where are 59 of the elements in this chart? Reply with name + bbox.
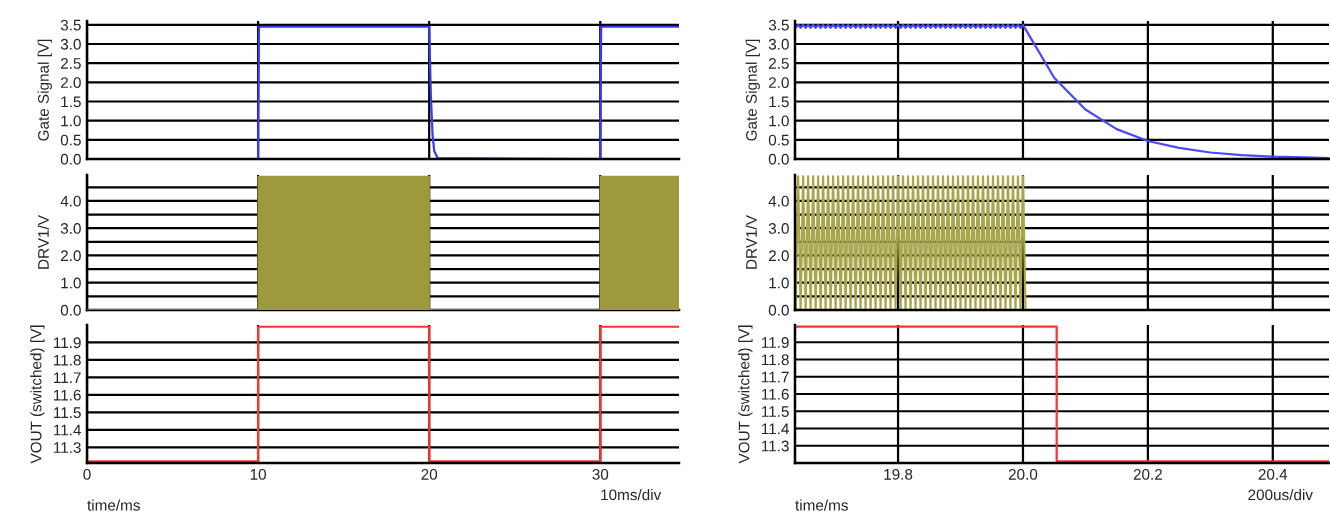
- x-tick-label: 20: [421, 468, 438, 480]
- y-tick-label: 11.8: [762, 354, 789, 366]
- y-tick-label: 0.0: [60, 153, 81, 165]
- y-axis-title: Gate Signal [V]: [37, 39, 52, 141]
- y-tick-label: 1.0: [61, 115, 81, 127]
- y-axis-title: DRV1/V: [745, 215, 757, 269]
- y-tick-label: 11.5: [762, 406, 789, 417]
- y-tick-label: 11.9: [762, 337, 789, 348]
- y-tick-label: 11.6: [762, 388, 789, 400]
- line-series: [795, 23, 1329, 159]
- y-tick-label: 3.0: [768, 38, 789, 50]
- text: 10ms/div: [601, 489, 662, 501]
- y-tick-label: 11.7: [54, 372, 81, 383]
- y-tick-label: 11.4: [54, 424, 81, 436]
- x-tick-label: 19.8: [884, 468, 913, 480]
- y-tick-label: 11.6: [54, 389, 81, 401]
- y-tick-label: 1.0: [769, 277, 789, 289]
- x-tick-label: 10: [250, 468, 266, 480]
- y-tick-label: 11.9: [54, 337, 81, 349]
- y-tick-label: 3.0: [768, 223, 789, 234]
- x-axis-title: time/ms: [87, 499, 140, 511]
- y-tick-label: 0.0: [768, 153, 789, 165]
- y-tick-label: 2.0: [60, 250, 81, 262]
- y-tick-label: 2.0: [768, 77, 789, 89]
- x-tick-label: 30: [592, 468, 609, 480]
- y-tick-label: 1.5: [61, 96, 81, 108]
- y-tick-label: 0.5: [60, 134, 81, 146]
- y-tick-label: 0.0: [60, 304, 81, 316]
- y-tick-label: 11.5: [54, 407, 81, 419]
- y-tick-label: 1.5: [769, 96, 789, 108]
- y-tick-label: 2.5: [768, 58, 789, 69]
- y-tick-label: 2.5: [60, 58, 81, 69]
- y-tick-label: 1.0: [61, 277, 81, 289]
- y-tick-label: 2.0: [768, 250, 789, 262]
- y-tick-label: 3.0: [60, 223, 81, 234]
- y-tick-label: 11.3: [762, 440, 789, 452]
- y-tick-label: 1.0: [769, 115, 789, 127]
- text: 200us/div: [1248, 489, 1313, 501]
- y-axis-title: Gate Signal [V]: [745, 39, 760, 141]
- y-tick-label: 11.3: [54, 442, 81, 453]
- y-tick-label: 11.4: [762, 423, 789, 435]
- y-axis-title: VOUT (switched) [V]: [30, 325, 45, 464]
- x-tick-label: 20.4: [1258, 468, 1288, 480]
- y-tick-label: 0.0: [768, 304, 789, 316]
- x-tick-label: 20.2: [1133, 468, 1162, 480]
- y-tick-label: 3.0: [60, 38, 81, 50]
- y-tick-label: 4.0: [60, 195, 81, 207]
- y-axis-title: VOUT (switched) [V]: [738, 325, 753, 464]
- y-tick-label: 4.0: [768, 195, 789, 207]
- x-tick-label: 20.0: [1008, 468, 1038, 480]
- y-tick-label: 2.0: [60, 77, 81, 89]
- y-tick-label: 11.8: [54, 354, 81, 366]
- y-tick-label: 3.5: [768, 19, 789, 31]
- y-tick-label: 3.5: [60, 19, 81, 31]
- y-tick-label: 0.5: [768, 134, 789, 146]
- x-axis-title: time/ms: [795, 499, 848, 511]
- y-tick-label: 11.7: [762, 371, 789, 383]
- y-axis-title: DRV1/V: [37, 215, 49, 269]
- x-tick-label: 0: [83, 468, 91, 480]
